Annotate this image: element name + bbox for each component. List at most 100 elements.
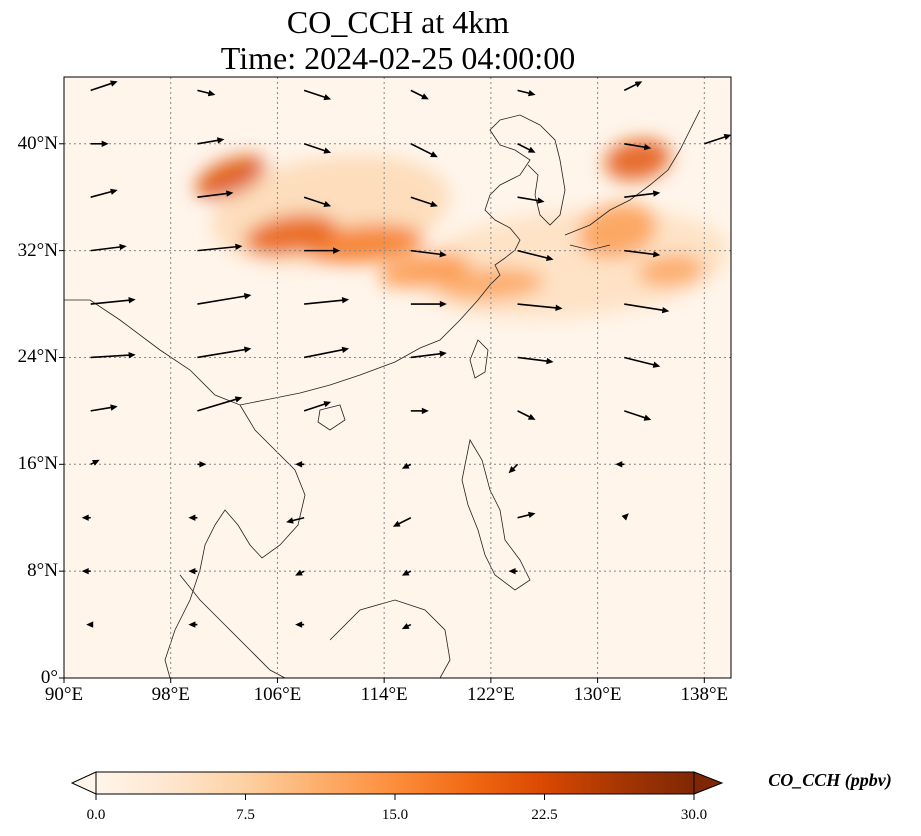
colorbar — [70, 771, 724, 795]
wind-arrow — [517, 89, 536, 97]
lon-tick-label: 138°E — [680, 684, 729, 705]
wind-arrow — [188, 621, 198, 628]
coastline-korea — [527, 124, 566, 226]
wind-arrow — [90, 351, 136, 359]
wind-arrow — [623, 81, 643, 92]
wind-arrow — [410, 300, 447, 308]
wind-arrow — [304, 247, 341, 254]
wind-arrow — [401, 569, 412, 576]
wind-arrow — [90, 243, 127, 252]
wind-arrow — [197, 243, 243, 252]
wind-arrow — [90, 297, 136, 305]
wind-arrow — [401, 623, 412, 630]
wind-arrow — [295, 461, 305, 468]
co-plume-3 — [637, 254, 705, 287]
wind-arrow — [624, 190, 661, 198]
co-plume-9 — [195, 155, 266, 199]
colorbar-max-extend — [693, 771, 724, 795]
wind-arrow — [615, 461, 625, 468]
wind-arrow — [410, 350, 447, 359]
colorbar-tick-label: 15.0 — [381, 807, 409, 823]
coastline-hainan — [317, 404, 346, 431]
wind-arrow — [410, 407, 429, 415]
wind-arrow — [303, 143, 332, 154]
wind-arrow — [704, 133, 731, 145]
lon-tick-label: 122°E — [467, 684, 515, 705]
lat-tick-label: 32°N — [17, 239, 58, 261]
wind-arrow — [624, 356, 661, 368]
coastlines — [64, 109, 701, 678]
colorbar-tick-label: 30.0 — [680, 807, 708, 823]
wind-arrow — [303, 196, 332, 208]
title-line-2: Time: 2024-02-25 04:00:00 — [220, 40, 576, 76]
lat-tick-label: 24°N — [17, 346, 58, 368]
wind-arrow — [517, 143, 536, 153]
wind-arrow — [392, 517, 412, 527]
lat-tick-label: 16°N — [17, 453, 58, 475]
wind-arrow — [517, 303, 563, 312]
co-plume-4 — [578, 202, 657, 259]
wind-arrow — [410, 249, 447, 258]
wind-arrow — [197, 190, 234, 198]
wind-arrow — [508, 567, 518, 575]
wind-arrow — [286, 516, 305, 524]
wind-arrow — [81, 567, 91, 575]
wind-arrow — [197, 137, 225, 145]
wind-arrow — [517, 249, 554, 262]
wind-arrow — [90, 459, 100, 466]
wind-arrow — [295, 569, 305, 576]
wind-arrow — [197, 89, 216, 97]
colorbar-tick-label: 22.5 — [531, 807, 558, 823]
coastline-asia-mainland — [64, 114, 541, 406]
wind-arrow — [410, 196, 438, 208]
coastline-indochina — [164, 404, 306, 678]
wind-arrow — [517, 511, 536, 519]
coastline-sumatra — [179, 574, 286, 678]
wind-arrow — [90, 140, 109, 147]
wind-arrow — [621, 513, 629, 521]
lon-tick-label: 90°E — [44, 684, 84, 705]
wind-arrow — [508, 463, 519, 474]
wind-arrow — [303, 89, 332, 101]
wind-arrow — [197, 396, 243, 412]
wind-arrow — [90, 80, 118, 92]
tick-marks — [59, 143, 705, 683]
wind-arrow — [624, 142, 652, 151]
wind-arrow — [295, 621, 305, 628]
lat-tick-label: 8°N — [27, 560, 58, 582]
colorbar-tick-label: 7.5 — [236, 807, 255, 823]
wind-arrow — [303, 346, 350, 359]
wind-arrow — [188, 567, 198, 575]
co-plume-7 — [244, 214, 337, 255]
wind-arrow — [90, 188, 118, 198]
wind-arrow — [517, 410, 536, 420]
coastline-philippines — [461, 438, 531, 591]
wind-arrow — [90, 404, 118, 412]
lon-tick-label: 106°E — [253, 684, 302, 705]
lon-tick-label: 130°E — [573, 684, 622, 705]
lat-tick-label: 0° — [40, 667, 58, 688]
co-plume-8 — [604, 139, 671, 181]
lon-tick-label: 114°E — [360, 684, 408, 705]
wind-arrow — [517, 196, 545, 204]
colorbar-bar — [95, 771, 695, 795]
wind-arrow — [304, 297, 350, 305]
lat-tick-label: 40°N — [17, 132, 58, 154]
map-frame — [63, 76, 732, 679]
colorbar-tick-label: 0.0 — [86, 807, 106, 823]
wind-arrow — [401, 462, 412, 469]
colorbar-label: CO_CCH (ppbv) — [768, 770, 892, 790]
gridlines — [64, 77, 731, 678]
wind-arrow — [86, 621, 94, 628]
wind-arrow — [517, 356, 554, 365]
wind-arrow — [624, 249, 661, 258]
wind-arrow — [197, 293, 252, 305]
wind-arrow — [410, 143, 438, 158]
wind-vectors — [81, 80, 731, 630]
wind-arrow — [197, 461, 207, 468]
wind-arrow — [197, 346, 252, 359]
wind-arrow — [624, 410, 652, 421]
coastline-taiwan — [469, 339, 489, 379]
lon-tick-label: 98°E — [151, 684, 190, 705]
